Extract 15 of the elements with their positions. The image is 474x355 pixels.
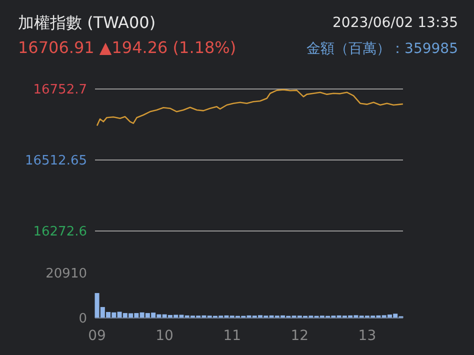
chart-subtitle: 16706.91 ▲194.26 (1.18%) (18, 38, 236, 57)
y-tick-label: 16752.7 (33, 82, 87, 98)
y-tick-label: 16272.6 (33, 224, 87, 240)
text: 金額（百萬）：359985 (306, 41, 458, 57)
y-tick-label: 20910 (46, 266, 87, 282)
chart-title: 加權指數 (TWA00) (18, 13, 156, 32)
x-tick-label: 12 (290, 328, 309, 344)
x-tick-label: 13 (358, 328, 376, 344)
y-tick-label: 16512.65 (24, 154, 87, 168)
text: 2023/06/02 13:35 (332, 15, 458, 31)
y-tick-label: 0 (78, 312, 87, 326)
line-series (96, 89, 404, 126)
x-tick-label: 10 (156, 328, 174, 344)
x-tick-label: 11 (223, 328, 242, 344)
x-tick-label: 09 (88, 328, 106, 344)
